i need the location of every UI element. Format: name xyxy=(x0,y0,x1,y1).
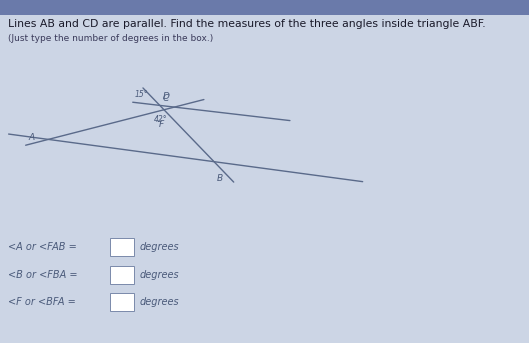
Text: <F or <BFA =: <F or <BFA = xyxy=(8,297,76,307)
Text: <A or <FAB =: <A or <FAB = xyxy=(8,242,77,252)
Text: 42°: 42° xyxy=(154,115,168,123)
Text: D: D xyxy=(162,92,169,101)
Text: C: C xyxy=(163,94,169,103)
Text: degrees: degrees xyxy=(140,242,179,252)
Text: 15°: 15° xyxy=(134,90,148,99)
FancyBboxPatch shape xyxy=(0,0,529,15)
Text: <B or <FBA =: <B or <FBA = xyxy=(8,270,77,280)
Text: F: F xyxy=(159,120,164,129)
Text: B: B xyxy=(216,174,223,183)
FancyBboxPatch shape xyxy=(110,266,134,284)
FancyBboxPatch shape xyxy=(110,293,134,311)
FancyBboxPatch shape xyxy=(110,238,134,256)
Text: degrees: degrees xyxy=(140,297,179,307)
Text: degrees: degrees xyxy=(140,270,179,280)
Text: (Just type the number of degrees in the box.): (Just type the number of degrees in the … xyxy=(8,34,213,43)
Text: A: A xyxy=(28,133,34,142)
Text: Lines AB and CD are parallel. Find the measures of the three angles inside trian: Lines AB and CD are parallel. Find the m… xyxy=(8,19,486,29)
